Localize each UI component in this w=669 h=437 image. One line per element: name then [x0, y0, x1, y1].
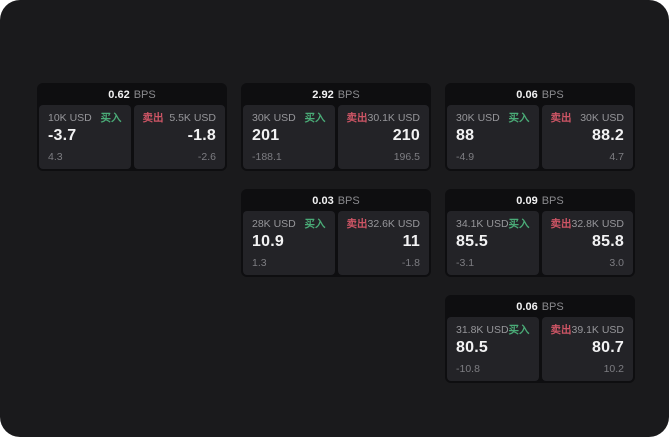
buy-size: 34.1K USD: [456, 218, 509, 230]
quote-card: 2.92 BPS 30K USD 买入 201 -188.1 卖出 30.1K …: [241, 83, 431, 171]
buy-price: -3.7: [48, 127, 77, 144]
bps-header: 0.06 BPS: [447, 85, 633, 105]
quotes-grid: 0.62 BPS 10K USD 买入 -3.7 4.3 卖出 5.5K USD: [37, 83, 635, 383]
sell-quote-panel[interactable]: 卖出 32.6K USD 11 -1.8: [337, 211, 429, 275]
sell-side-label: 卖出: [346, 112, 368, 124]
bps-unit-label: BPS: [541, 89, 564, 101]
buy-delta: -3.1: [456, 257, 475, 269]
buy-price: 88: [456, 127, 475, 144]
quote-panels: 30K USD 买入 201 -188.1 卖出 30.1K USD 210 1…: [243, 105, 429, 169]
sell-price: 11: [402, 233, 420, 250]
buy-delta: -4.9: [456, 151, 475, 163]
buy-quote-panel[interactable]: 30K USD 买入 201 -188.1: [243, 105, 335, 169]
sell-price: 85.8: [592, 233, 624, 250]
quote-card: 0.06 BPS 31.8K USD 买入 80.5 -10.8 卖出 39.1…: [445, 295, 635, 383]
sell-delta: 196.5: [393, 151, 420, 163]
buy-side-label: 买入: [100, 112, 122, 124]
sell-price: 210: [392, 127, 420, 144]
buy-size: 30K USD: [252, 112, 296, 124]
bps-value: 0.06: [516, 89, 538, 101]
buy-delta: 1.3: [252, 257, 267, 269]
bps-value: 0.09: [516, 195, 538, 207]
sell-delta: 4.7: [609, 151, 624, 163]
buy-price: 80.5: [456, 339, 488, 356]
sell-side-label: 卖出: [550, 218, 572, 230]
buy-quote-panel[interactable]: 31.8K USD 买入 80.5 -10.8: [447, 317, 539, 381]
buy-quote-panel[interactable]: 30K USD 买入 88 -4.9: [447, 105, 539, 169]
buy-quote-panel[interactable]: 28K USD 买入 10.9 1.3: [243, 211, 335, 275]
buy-quote-panel[interactable]: 34.1K USD 买入 85.5 -3.1: [447, 211, 539, 275]
sell-size: 30K USD: [580, 112, 624, 124]
buy-size: 28K USD: [252, 218, 296, 230]
bps-header: 2.92 BPS: [243, 85, 429, 105]
bps-value: 0.62: [108, 89, 130, 101]
buy-delta: -188.1: [252, 151, 282, 163]
bps-unit-label: BPS: [337, 89, 360, 101]
buy-delta: -10.8: [456, 363, 480, 375]
quote-panels: 10K USD 买入 -3.7 4.3 卖出 5.5K USD -1.8 -2.…: [39, 105, 225, 169]
bps-header: 0.09 BPS: [447, 191, 633, 211]
sell-size: 32.8K USD: [571, 218, 625, 230]
bps-unit-label: BPS: [541, 195, 564, 207]
sell-price: 88.2: [592, 127, 624, 144]
quote-panels: 28K USD 买入 10.9 1.3 卖出 32.6K USD 11 -1.8: [243, 211, 429, 275]
bps-header: 0.03 BPS: [243, 191, 429, 211]
buy-price: 85.5: [456, 233, 488, 250]
sell-size: 32.6K USD: [367, 218, 421, 230]
buy-price: 10.9: [252, 233, 284, 250]
sell-quote-panel[interactable]: 卖出 5.5K USD -1.8 -2.6: [133, 105, 225, 169]
bps-value: 0.06: [516, 301, 538, 313]
buy-size: 10K USD: [48, 112, 92, 124]
bps-unit-label: BPS: [541, 301, 564, 313]
sell-side-label: 卖出: [142, 112, 164, 124]
sell-size: 5.5K USD: [169, 112, 216, 124]
bps-value: 2.92: [312, 89, 334, 101]
buy-delta: 4.3: [48, 151, 63, 163]
buy-side-label: 买入: [304, 218, 326, 230]
bps-value: 0.03: [312, 195, 334, 207]
sell-delta: 3.0: [609, 257, 624, 269]
buy-size: 31.8K USD: [456, 324, 509, 336]
sell-delta: -2.6: [197, 151, 216, 163]
quote-card: 0.06 BPS 30K USD 买入 88 -4.9 卖出 30K USD: [445, 83, 635, 171]
buy-side-label: 买入: [304, 112, 326, 124]
sell-delta: -1.8: [401, 257, 420, 269]
bps-header: 0.62 BPS: [39, 85, 225, 105]
sell-quote-panel[interactable]: 卖出 39.1K USD 80.7 10.2: [541, 317, 633, 381]
sell-size: 39.1K USD: [571, 324, 625, 336]
sell-price: -1.8: [187, 127, 216, 144]
quote-card: 0.09 BPS 34.1K USD 买入 85.5 -3.1 卖出 32.8K…: [445, 189, 635, 277]
sell-quote-panel[interactable]: 卖出 32.8K USD 85.8 3.0: [541, 211, 633, 275]
sell-side-label: 卖出: [346, 218, 368, 230]
sell-size: 30.1K USD: [367, 112, 421, 124]
sell-side-label: 卖出: [550, 112, 572, 124]
sell-delta: 10.2: [603, 363, 624, 375]
quote-card: 0.03 BPS 28K USD 买入 10.9 1.3 卖出 32.6K US…: [241, 189, 431, 277]
bps-header: 0.06 BPS: [447, 297, 633, 317]
buy-quote-panel[interactable]: 10K USD 买入 -3.7 4.3: [39, 105, 131, 169]
buy-size: 30K USD: [456, 112, 500, 124]
bps-unit-label: BPS: [133, 89, 156, 101]
buy-side-label: 买入: [508, 218, 530, 230]
buy-price: 201: [252, 127, 280, 144]
buy-side-label: 买入: [508, 112, 530, 124]
sell-side-label: 卖出: [550, 324, 572, 336]
bps-unit-label: BPS: [337, 195, 360, 207]
buy-side-label: 买入: [508, 324, 530, 336]
quote-panels: 31.8K USD 买入 80.5 -10.8 卖出 39.1K USD 80.…: [447, 317, 633, 381]
quote-card: 0.62 BPS 10K USD 买入 -3.7 4.3 卖出 5.5K USD: [37, 83, 227, 171]
sell-quote-panel[interactable]: 卖出 30.1K USD 210 196.5: [337, 105, 429, 169]
quote-panels: 30K USD 买入 88 -4.9 卖出 30K USD 88.2 4.7: [447, 105, 633, 169]
quote-panels: 34.1K USD 买入 85.5 -3.1 卖出 32.8K USD 85.8…: [447, 211, 633, 275]
sell-quote-panel[interactable]: 卖出 30K USD 88.2 4.7: [541, 105, 633, 169]
sell-price: 80.7: [592, 339, 624, 356]
